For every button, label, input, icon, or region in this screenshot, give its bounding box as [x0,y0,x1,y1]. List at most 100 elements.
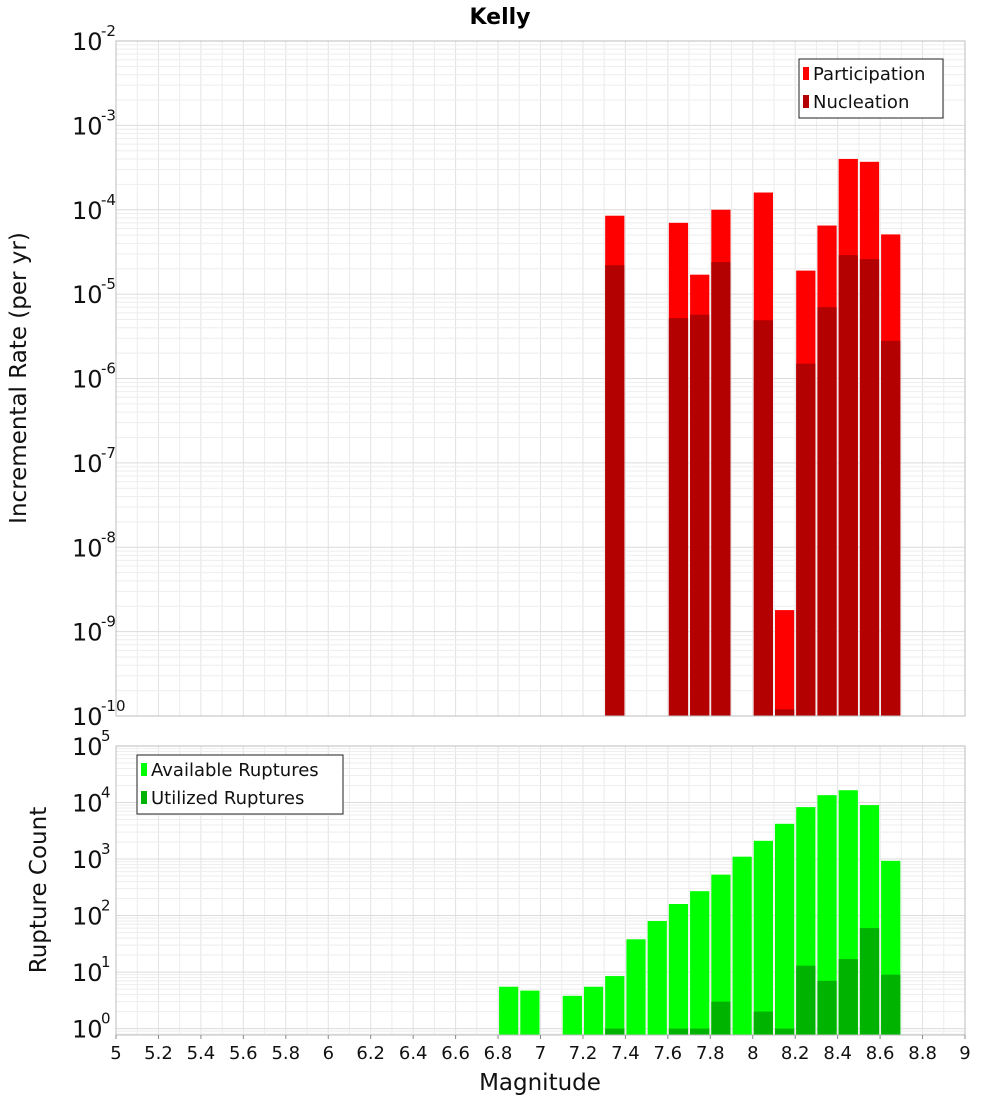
bottom-legend: Available Ruptures Utilized Ruptures [136,754,344,815]
y-tick-label: 10 [72,733,103,761]
y-tick-label: 10 [72,1016,103,1044]
x-tick-label: 7.4 [611,1043,640,1064]
top-legend-box [798,58,944,119]
y-tick-label: 10 [72,534,103,562]
y-tick-label: 10 [72,28,103,56]
y-tick-exponent: -6 [101,360,116,378]
legend-label-available-ruptures: Available Ruptures [151,760,319,781]
x-tick-label: 5.8 [271,1043,300,1064]
bar-nucleation [881,340,901,716]
bar-nucleation [668,318,689,716]
bar-available-ruptures [605,976,625,1035]
y-tick-label: 10 [72,366,103,394]
x-axis-title: Magnitude [479,1070,601,1096]
y-tick-label: 10 [72,959,103,987]
y-tick-label: 10 [72,903,103,931]
y-tick-label: 10 [72,450,103,478]
bar-available-ruptures [583,986,604,1035]
bar-available-ruptures [520,990,540,1035]
bar-utilized-ruptures [690,1028,710,1035]
x-tick-label: 7.6 [653,1043,682,1064]
legend-swatch-participation [803,67,809,80]
bar-available-ruptures [753,840,773,1035]
y-tick-exponent: -8 [101,528,116,546]
x-tick-label: 7 [535,1043,546,1064]
y-tick-exponent: -2 [101,22,116,40]
y-tick-exponent: 4 [101,784,111,802]
top-bars [605,158,901,717]
bar-utilized-ruptures [605,1028,625,1035]
y-tick-label: 10 [72,281,103,309]
top-plot-border [115,40,966,717]
x-tick-label: 5 [110,1043,121,1064]
bar-nucleation [838,255,858,717]
y-tick-label: 10 [72,619,103,647]
x-tick-label: 5.2 [144,1043,173,1064]
x-ticks: 5 5.2 5.4 5.6 5.8 6 6.2 6.4 6.6 6.8 7 7.2 7.4 7.6 7.8 8… [110,1035,971,1064]
bar-utilized-ruptures [753,1011,773,1035]
bar-available-ruptures [732,856,752,1035]
x-tick-label: 8 [747,1043,758,1064]
legend-swatch-nucleation [803,95,809,108]
y-tick-exponent: -3 [101,106,116,124]
bottom-legend-box [136,754,344,815]
bar-utilized-ruptures [817,980,837,1035]
bar-available-ruptures [690,891,710,1035]
bar-available-ruptures [668,904,689,1035]
bar-available-ruptures [817,795,837,1035]
bar-nucleation [796,363,816,716]
y-tick-exponent: 3 [101,840,111,858]
bar-available-ruptures [711,874,731,1035]
y-tick-exponent: -10 [101,697,126,715]
legend-swatch-available-ruptures [141,763,147,776]
x-tick-label: 8.2 [781,1043,810,1064]
x-tick-label: 5.4 [187,1043,216,1064]
x-tick-label: 8.8 [908,1043,937,1064]
bar-nucleation [605,265,625,716]
x-tick-label: 7.2 [569,1043,598,1064]
legend-label-utilized-ruptures: Utilized Ruptures [151,788,304,809]
bar-utilized-ruptures [796,965,816,1035]
bar-utilized-ruptures [838,959,858,1035]
top-grid [115,40,966,717]
top-y-axis-title: Incremental Rate (per yr) [6,232,32,524]
x-tick-label: 6.6 [441,1043,470,1064]
x-tick-label: 6 [323,1043,334,1064]
top-legend: Participation Nucleation [798,58,944,119]
x-tick-label: 7.8 [696,1043,725,1064]
bar-nucleation [711,262,731,716]
bar-nucleation [859,259,880,716]
bar-available-ruptures [626,939,646,1035]
y-tick-label: 10 [72,790,103,818]
legend-label-participation: Participation [813,64,925,85]
bottom-bars [499,790,901,1035]
y-tick-label: 10 [72,197,103,225]
y-tick-exponent: -4 [101,191,116,209]
bar-participation [774,610,795,716]
y-tick-exponent: 2 [101,897,111,915]
bar-utilized-ruptures [881,974,901,1035]
bar-nucleation [774,709,795,716]
y-tick-label: 10 [72,703,103,731]
x-tick-label: 9 [959,1043,970,1064]
legend-swatch-utilized-ruptures [141,791,147,804]
x-tick-label: 8.6 [866,1043,895,1064]
bar-utilized-ruptures [859,928,880,1035]
legend-label-nucleation: Nucleation [813,92,909,113]
y-tick-exponent: 1 [101,953,111,971]
bar-utilized-ruptures [711,1001,731,1035]
x-tick-label: 5.6 [229,1043,258,1064]
y-tick-exponent: -9 [101,613,116,631]
y-tick-label: 10 [72,112,103,140]
y-tick-exponent: -7 [101,444,116,462]
y-tick-exponent: -5 [101,275,116,293]
x-tick-label: 6.2 [356,1043,385,1064]
bar-utilized-ruptures [774,1028,795,1035]
bottom-y-axis-title: Rupture Count [26,807,52,973]
y-tick-exponent: 0 [101,1010,111,1028]
